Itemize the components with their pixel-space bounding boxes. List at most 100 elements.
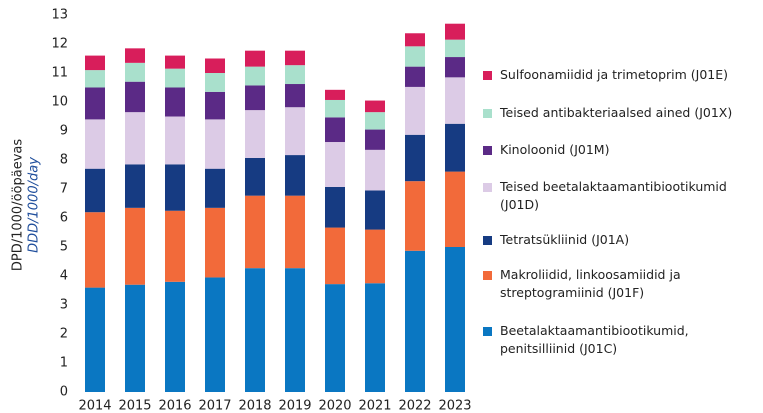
bar-segment (165, 55, 185, 69)
y-tick-label: 6 (60, 211, 68, 226)
bar-segment (325, 142, 345, 187)
bar-segment (325, 227, 345, 285)
y-tick-label: 1 (60, 356, 68, 371)
y-tick-label: 5 (60, 240, 68, 255)
bar-segment (285, 50, 305, 66)
legend-item: Makroliidid, linkoosamiidid ja streptogr… (480, 266, 755, 302)
y-tick-label: 0 (60, 385, 68, 400)
bar-segment (365, 149, 385, 191)
bar-segment (165, 281, 185, 392)
legend-swatch (483, 183, 492, 192)
legend-swatch (483, 146, 492, 155)
legend-item: Kinoloonid (J01M) (480, 141, 755, 159)
bar-segment (445, 247, 465, 392)
bar-segment (405, 66, 425, 87)
y-tick-label: 11 (51, 66, 68, 81)
legend-label: Kinoloonid (J01M) (500, 142, 610, 157)
legend-label: Beetalaktaamantibiootikumid, penitsillii… (500, 323, 689, 356)
bar-segment (205, 73, 225, 92)
bar-segment (165, 164, 185, 211)
bar-segment (445, 171, 465, 247)
bar-segment (125, 62, 145, 82)
bar-segment (245, 85, 265, 111)
bar-segment (205, 168, 225, 208)
bar-segment (85, 55, 105, 71)
bar-segment (285, 268, 305, 392)
legend-swatch (483, 71, 492, 80)
bar-segment (125, 207, 145, 285)
bar-segment (85, 87, 105, 120)
y-tick-label: 12 (51, 37, 68, 52)
bar-segment (245, 157, 265, 196)
bar-segment (445, 57, 465, 78)
bar-segment (285, 84, 305, 108)
legend-item: Teised beetalaktaamantibiootikumid (J01D… (480, 178, 755, 214)
x-tick-label: 2019 (278, 399, 311, 413)
legend-swatch (483, 327, 492, 336)
bar-segment (325, 89, 345, 100)
bar-segment (125, 112, 145, 165)
bar-segment (445, 39, 465, 58)
bar-segment (405, 33, 425, 47)
y-tick-label: 3 (60, 298, 68, 313)
legend-item: Teised antibakteriaalsed ained (J01X) (480, 104, 755, 122)
bar-segment (405, 86, 425, 135)
legend-label: Sulfoonamiidid ja trimetoprim (J01E) (500, 67, 729, 82)
x-tick-label: 2016 (158, 399, 191, 413)
bar-segment (365, 100, 385, 113)
bar-segment (245, 195, 265, 269)
bar-segment (405, 46, 425, 67)
bar-segment (325, 99, 345, 118)
bar-segment (125, 81, 145, 113)
bar-segment (245, 268, 265, 392)
y-tick-label: 10 (51, 95, 68, 110)
legend-label: Teised beetalaktaamantibiootikumid (J01D… (500, 179, 727, 212)
y-axis-label-en: DDD/1000/day (27, 157, 42, 253)
bar-segment (365, 229, 385, 284)
bar-segment (85, 119, 105, 169)
bar-segment (165, 68, 185, 88)
bar-segment (365, 129, 385, 150)
y-tick-label: 4 (60, 269, 68, 284)
y-tick-label: 9 (60, 124, 68, 139)
x-tick-label: 2017 (198, 399, 231, 413)
bar-segment (245, 50, 265, 67)
bar-segment (405, 250, 425, 392)
bar-segment (285, 195, 305, 269)
x-tick-label: 2014 (78, 399, 111, 413)
y-tick-label: 7 (60, 182, 68, 197)
legend-label: Makroliidid, linkoosamiidid ja streptogr… (500, 267, 681, 300)
x-tick-label: 2021 (358, 399, 391, 413)
bar-segment (405, 181, 425, 251)
legend-swatch (483, 236, 492, 245)
bar-segment (285, 155, 305, 196)
bar-segment (205, 58, 225, 73)
bar-segment (325, 284, 345, 392)
bar-segment (125, 164, 145, 208)
y-axis-label: DPD/1000/ööpäevas (11, 139, 26, 271)
bar-segment (165, 87, 185, 117)
bar-segment (85, 168, 105, 213)
bar-segment (365, 112, 385, 130)
y-tick-label: 8 (60, 153, 68, 168)
bar-segment (125, 284, 145, 392)
legend-item: Sulfoonamiidid ja trimetoprim (J01E) (480, 66, 755, 84)
bar-segment (245, 110, 265, 158)
bar-segment (365, 283, 385, 392)
bar-segment (285, 107, 305, 156)
bar-segment (325, 117, 345, 143)
bar-segment (445, 77, 465, 124)
x-tick-label: 2020 (318, 399, 351, 413)
legend-label: Tetratsükliinid (J01A) (500, 232, 630, 247)
bar-segment (125, 48, 145, 63)
bar-segment (85, 70, 105, 88)
bar-segment (205, 207, 225, 278)
x-tick-label: 2023 (438, 399, 471, 413)
bar-segment (85, 212, 105, 288)
bar-segment (445, 23, 465, 40)
bar-segment (365, 190, 385, 230)
bar-segment (85, 287, 105, 392)
bar-segment (285, 65, 305, 85)
